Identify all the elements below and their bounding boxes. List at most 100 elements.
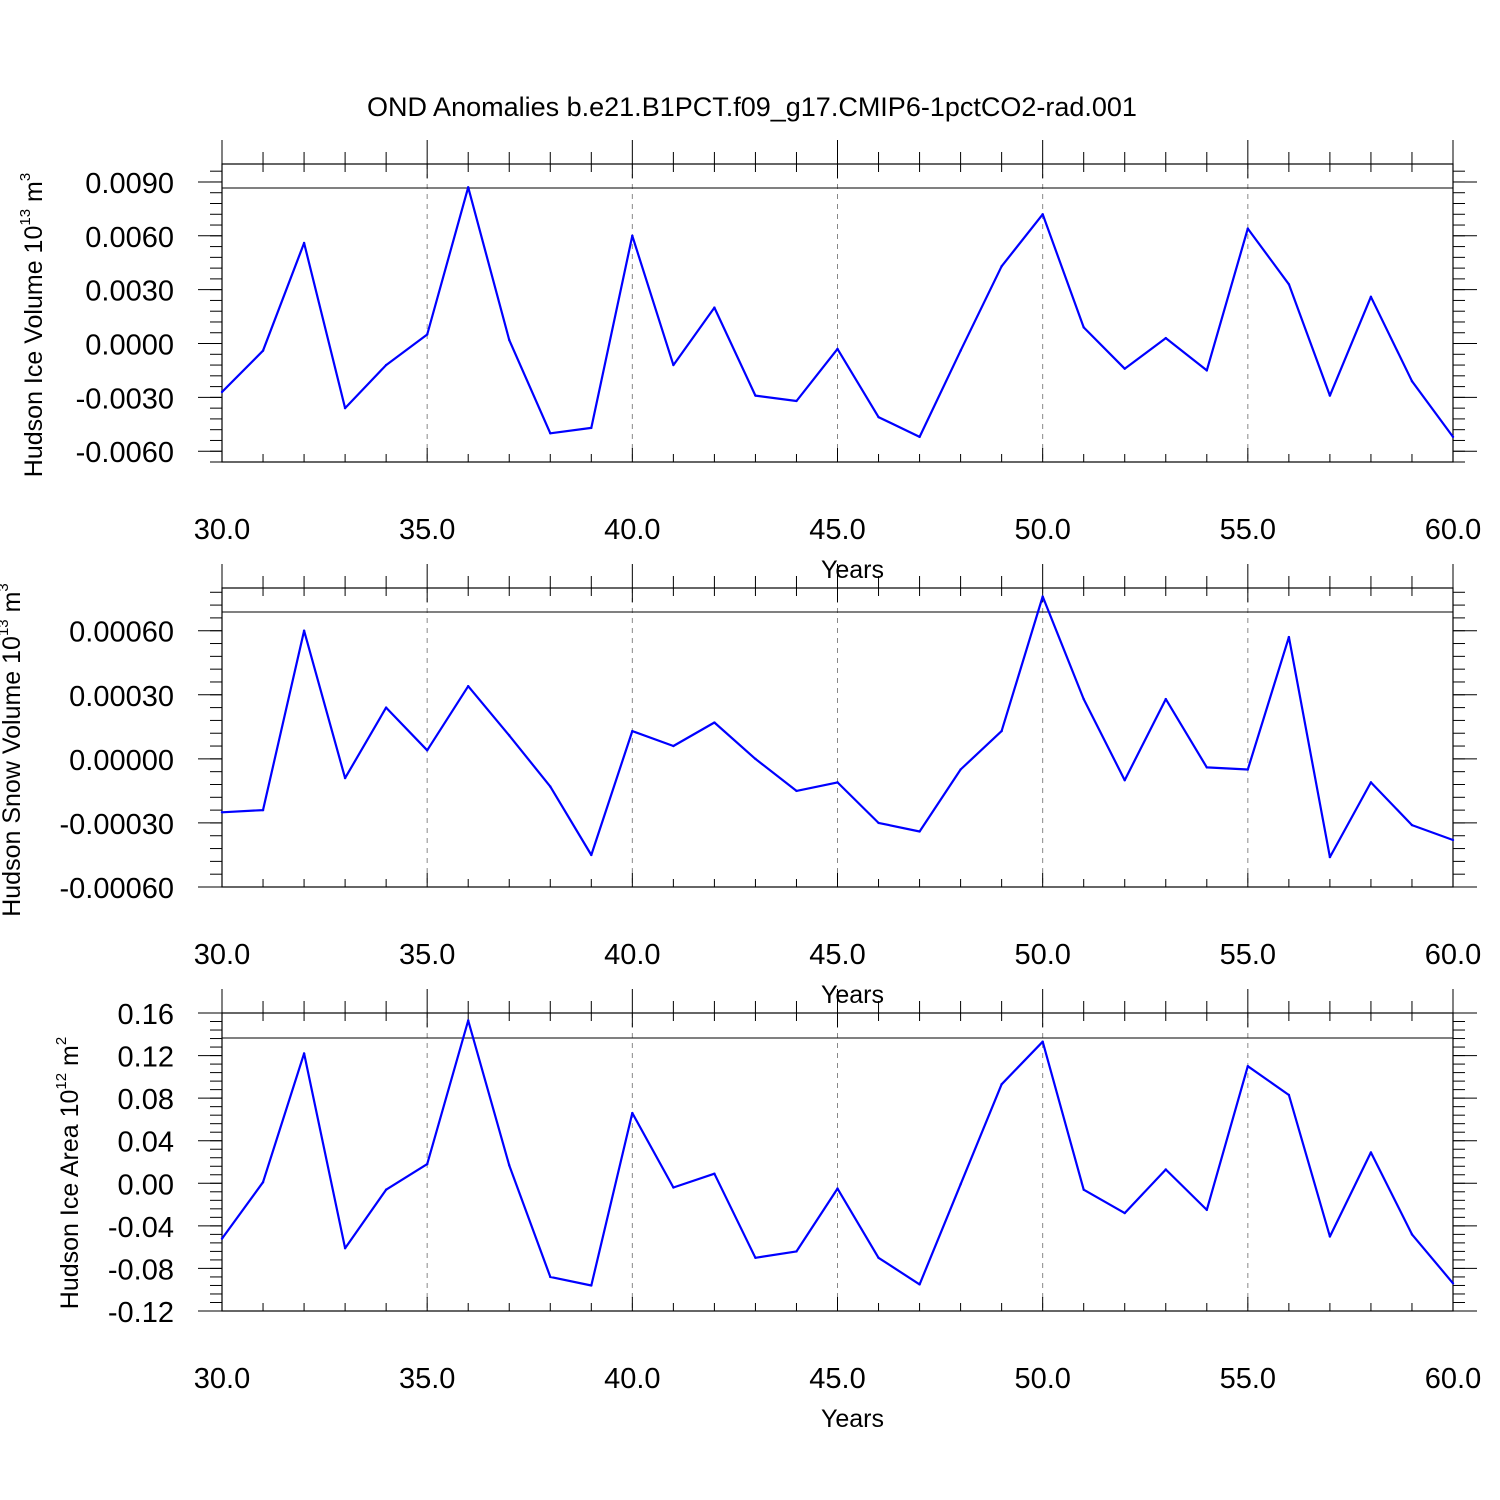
data-point xyxy=(1164,336,1167,340)
data-point xyxy=(754,394,757,397)
data-point xyxy=(918,435,921,439)
data-point xyxy=(590,426,593,430)
data-point xyxy=(467,186,470,189)
data-point xyxy=(590,853,593,857)
data-point xyxy=(918,830,921,833)
data-point xyxy=(795,399,798,403)
data-point xyxy=(795,1250,798,1253)
data-point xyxy=(384,1188,388,1191)
x-tick-label: 30.0 xyxy=(194,1363,250,1395)
y-axis-title: Hudson Ice Area 1012 m2 xyxy=(53,1037,84,1309)
data-point xyxy=(754,1256,757,1259)
y-tick-label: 0.0060 xyxy=(85,222,174,254)
y-tick-label: 0.08 xyxy=(118,1084,174,1116)
data-point xyxy=(1369,295,1373,299)
data-point xyxy=(795,789,798,793)
data-point xyxy=(1123,367,1126,370)
data-point xyxy=(425,1162,429,1166)
data-point xyxy=(302,1052,306,1055)
data-point xyxy=(631,234,634,238)
data-point xyxy=(1287,1093,1291,1097)
data-point xyxy=(343,406,347,410)
data-point xyxy=(1369,1151,1373,1154)
data-point xyxy=(672,1186,675,1189)
x-tick-label: 60.0 xyxy=(1425,1363,1481,1395)
x-tick-label: 60.0 xyxy=(1425,514,1481,546)
y-tick-label: 0.00000 xyxy=(69,745,174,777)
data-point xyxy=(1123,779,1126,782)
x-tick-label: 30.0 xyxy=(194,514,250,546)
x-tick-label: 40.0 xyxy=(604,939,660,971)
chart-title: OND Anomalies b.e21.B1PCT.f09_g17.CMIP6-… xyxy=(367,92,1137,122)
data-point xyxy=(713,306,716,309)
data-point xyxy=(425,333,429,336)
y-tick-label: -0.08 xyxy=(108,1254,174,1286)
y-tick-label: 0.0000 xyxy=(85,330,174,362)
y-tick-label: 0.00060 xyxy=(69,617,174,649)
data-point xyxy=(1451,1282,1455,1285)
data-point xyxy=(549,785,552,788)
data-point xyxy=(467,1019,470,1022)
data-point xyxy=(1164,1168,1167,1171)
data-point xyxy=(425,749,429,752)
x-axis-title: Years xyxy=(821,981,884,1009)
data-point xyxy=(918,1283,921,1286)
data-point xyxy=(1205,766,1209,769)
data-point xyxy=(959,768,962,771)
data-point xyxy=(1287,283,1291,286)
data-point xyxy=(302,629,306,632)
data-point xyxy=(549,1275,552,1279)
data-point xyxy=(1287,635,1291,639)
data-point xyxy=(1246,1065,1250,1068)
y-tick-label: 0.0090 xyxy=(85,168,174,200)
y-tick-label: -0.00030 xyxy=(60,809,175,841)
data-point xyxy=(220,390,224,394)
y-tick-label: -0.0030 xyxy=(76,383,174,415)
data-point xyxy=(261,349,265,352)
data-point xyxy=(590,1284,593,1287)
data-point xyxy=(1451,838,1455,842)
y-tick-label: -0.12 xyxy=(108,1297,174,1329)
x-tick-label: 30.0 xyxy=(194,939,250,971)
x-tick-label: 45.0 xyxy=(809,939,865,971)
x-tick-label: 55.0 xyxy=(1220,1363,1276,1395)
data-point xyxy=(754,757,757,761)
data-point xyxy=(959,349,962,352)
data-point xyxy=(836,347,839,351)
data-point xyxy=(343,776,347,780)
data-point xyxy=(713,721,716,724)
data-point xyxy=(1246,768,1250,771)
data-point xyxy=(220,811,224,814)
y-tick-label: 0.12 xyxy=(118,1042,174,1074)
data-point xyxy=(508,338,511,342)
data-point xyxy=(1000,729,1003,733)
x-tick-label: 35.0 xyxy=(399,939,455,971)
x-tick-label: 35.0 xyxy=(399,1363,455,1395)
data-point xyxy=(1000,265,1003,268)
data-point xyxy=(467,685,470,688)
data-point xyxy=(1082,326,1085,329)
data-point xyxy=(261,1181,265,1184)
data-point xyxy=(508,1163,511,1167)
data-point xyxy=(1410,823,1414,827)
data-point xyxy=(1328,855,1332,859)
data-point xyxy=(1000,1083,1003,1086)
data-point xyxy=(1328,1235,1332,1238)
data-point xyxy=(672,363,675,367)
y-tick-label: 0.00030 xyxy=(69,681,174,713)
x-tick-label: 55.0 xyxy=(1220,514,1276,546)
x-axis-title: Years xyxy=(821,1405,884,1433)
data-point xyxy=(220,1237,224,1240)
data-point xyxy=(1164,697,1167,701)
x-axis-title: Years xyxy=(821,556,884,584)
data-point xyxy=(508,734,511,737)
y-tick-label: 0.16 xyxy=(118,999,174,1031)
data-point xyxy=(631,1111,634,1115)
x-tick-label: 50.0 xyxy=(1014,514,1070,546)
data-point xyxy=(836,781,839,784)
data-point xyxy=(672,744,675,748)
data-point xyxy=(1410,1233,1414,1236)
data-point xyxy=(1041,1040,1044,1043)
data-point xyxy=(1205,1208,1209,1212)
